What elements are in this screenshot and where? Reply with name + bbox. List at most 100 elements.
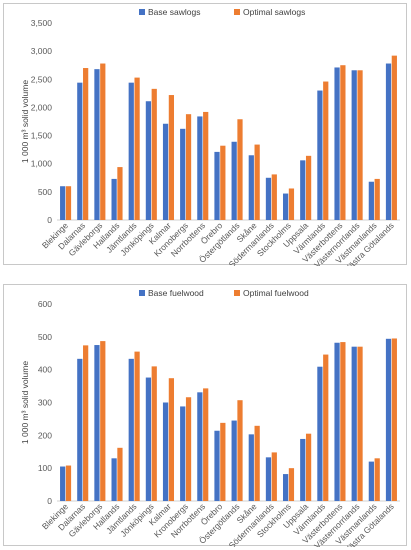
- y-tick-label: 2,000: [31, 102, 53, 112]
- legend-label: Base fuelwood: [148, 288, 204, 298]
- y-tick-label: 1,500: [31, 131, 53, 141]
- y-tick-label: 300: [38, 398, 52, 408]
- bar-base: [334, 67, 340, 220]
- bar-optimal: [65, 186, 72, 220]
- bar-base: [197, 116, 203, 220]
- bar-optimal: [100, 341, 106, 501]
- bar-optimal: [151, 88, 157, 221]
- bar-base: [317, 366, 323, 501]
- bar-base: [60, 466, 66, 501]
- bar-optimal: [340, 65, 346, 220]
- bar-optimal: [168, 95, 175, 220]
- legend-label: Optimal sawlogs: [243, 7, 305, 17]
- bar-optimal: [305, 433, 312, 501]
- bar-base: [368, 461, 374, 501]
- bar-base: [128, 358, 134, 501]
- bar-base: [368, 181, 374, 220]
- bar-optimal: [220, 422, 226, 501]
- bar-optimal: [254, 425, 260, 501]
- legend-item-0: Base fuelwood: [139, 288, 204, 298]
- legend-item-0: Base sawlogs: [139, 7, 200, 17]
- bar-optimal: [117, 167, 123, 220]
- y-tick-label: 500: [38, 332, 52, 342]
- bar-base: [248, 434, 254, 501]
- bar-base: [265, 457, 272, 501]
- legend-item-1: Optimal sawlogs: [234, 7, 305, 17]
- bar-base: [300, 160, 306, 220]
- legend-swatch: [139, 9, 145, 15]
- fuelwood-chart-svg: Base fuelwood Optimal fuelwood 1 000 m³ so…: [20, 288, 400, 547]
- bar-optimal: [391, 55, 397, 220]
- bar-optimal: [117, 447, 123, 501]
- y-tick-label: 100: [38, 463, 52, 473]
- bar-base: [351, 70, 357, 220]
- bar-optimal: [134, 351, 140, 501]
- bar-base: [385, 63, 392, 221]
- bar-optimal: [288, 188, 295, 220]
- bar-base: [317, 90, 323, 221]
- legend-swatch: [234, 9, 240, 15]
- bar-base: [162, 123, 169, 220]
- bar-base: [282, 474, 289, 501]
- bar-base: [180, 406, 186, 501]
- bar-base: [162, 402, 169, 501]
- bar-optimal: [271, 174, 277, 220]
- bar-optimal: [391, 338, 397, 501]
- bar-optimal: [83, 68, 89, 221]
- bar-optimal: [203, 388, 209, 501]
- bar-base: [145, 377, 152, 501]
- sawlogs-chart-svg: Base sawlogs Optimal sawlogs 1 000 m³ soli…: [20, 7, 400, 266]
- bar-optimal: [357, 346, 363, 501]
- bar-optimal: [305, 155, 312, 220]
- bar-base: [351, 346, 357, 501]
- bar-base: [300, 438, 306, 501]
- bar-base: [248, 155, 254, 220]
- sawlogs-chart: Base sawlogs Optimal sawlogs 1 000 m³ soli…: [3, 3, 407, 266]
- legend-label: Base sawlogs: [148, 7, 200, 17]
- bar-optimal: [271, 452, 277, 501]
- fuelwood-chart: Base fuelwood Optimal fuelwood 1 000 m³ so…: [3, 284, 407, 547]
- bar-optimal: [237, 119, 243, 220]
- bar-base: [60, 186, 66, 220]
- legend-swatch: [139, 290, 145, 296]
- y-tick-label: 3,000: [31, 46, 53, 56]
- bar-base: [77, 358, 83, 501]
- bar-base: [94, 69, 100, 220]
- bar-optimal: [254, 144, 260, 220]
- y-tick-label: 3,500: [31, 18, 53, 28]
- bar-optimal: [323, 81, 329, 220]
- y-tick-label: 600: [38, 299, 52, 309]
- bar-optimal: [340, 342, 346, 501]
- y-axis-label: 1 000 m³ solid volume: [20, 80, 30, 163]
- bar-base: [111, 178, 117, 220]
- y-tick-label: 500: [38, 187, 52, 197]
- bar-optimal: [237, 400, 243, 501]
- legend-swatch: [234, 290, 240, 296]
- bar-optimal: [374, 458, 380, 501]
- bar-optimal: [168, 378, 175, 501]
- bar-optimal: [100, 63, 106, 221]
- y-tick-label: 0: [47, 496, 52, 506]
- bar-base: [334, 342, 340, 501]
- bar-base: [231, 420, 237, 501]
- y-tick-label: 0: [47, 215, 52, 225]
- bar-base: [265, 177, 272, 220]
- bar-base: [145, 101, 152, 220]
- legend-item-1: Optimal fuelwood: [234, 288, 309, 298]
- bar-base: [282, 193, 289, 220]
- bar-base: [231, 141, 237, 220]
- bar-base: [214, 151, 220, 220]
- bar-optimal: [203, 111, 209, 220]
- bar-optimal: [134, 77, 140, 221]
- bar-optimal: [185, 114, 192, 220]
- bar-base: [77, 82, 83, 220]
- bar-optimal: [323, 354, 329, 501]
- bar-optimal: [374, 178, 380, 220]
- bar-base: [111, 458, 117, 501]
- bar-optimal: [357, 70, 363, 220]
- y-axis-label: 1 000 m³ solid volume: [20, 361, 30, 444]
- y-tick-label: 400: [38, 365, 52, 375]
- bar-optimal: [288, 468, 295, 501]
- y-tick-label: 2,500: [31, 74, 53, 84]
- legend-label: Optimal fuelwood: [243, 288, 309, 298]
